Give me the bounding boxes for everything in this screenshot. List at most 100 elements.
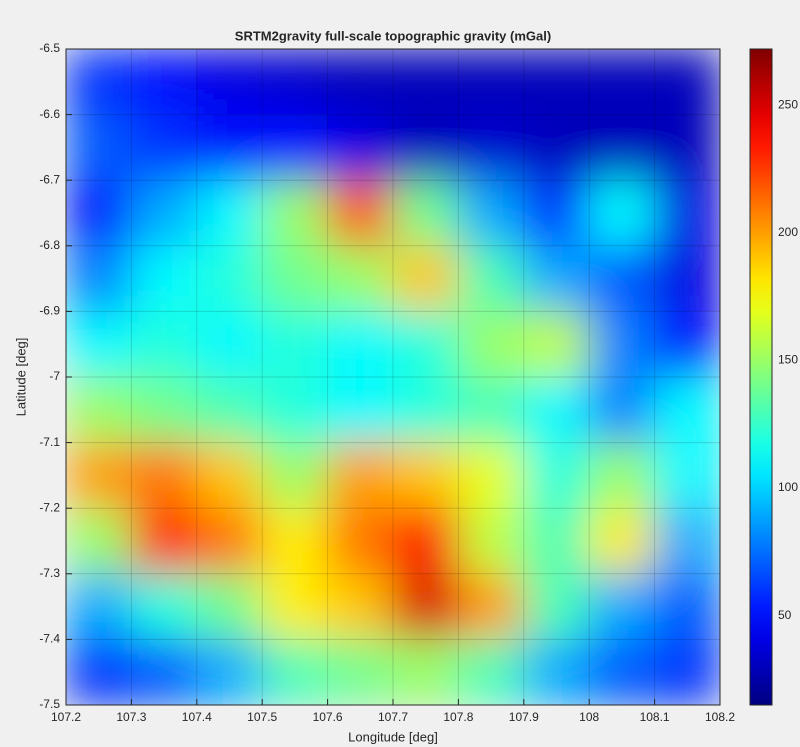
heatmap-cell [523, 180, 589, 247]
x-axis-label: Longitude [deg] [348, 729, 438, 744]
heatmap-cell [131, 245, 197, 312]
heatmap-cell [262, 639, 328, 706]
heatmap-cell [327, 573, 393, 640]
heatmap-cell [458, 245, 524, 312]
x-tick-label: 107.6 [313, 710, 343, 724]
heatmap-cell [327, 180, 393, 247]
heatmap-cell [523, 311, 589, 378]
heatmap-cell [393, 180, 459, 247]
heatmap-cell [458, 639, 524, 706]
heatmap-cell [131, 180, 197, 247]
heatmap-cell [458, 573, 524, 640]
chart: SRTM2gravity full-scale topographic grav… [0, 0, 800, 747]
heatmap-cell [393, 508, 459, 575]
colorbar [750, 49, 772, 705]
heatmap-cell [262, 573, 328, 640]
heatmap-cell [327, 442, 393, 509]
chart-title: SRTM2gravity full-scale topographic grav… [235, 28, 551, 43]
heatmap-cell [589, 245, 655, 312]
heatmap-cell [523, 508, 589, 575]
y-tick-label: -6.7 [39, 172, 60, 186]
heatmap-cell [589, 508, 655, 575]
y-tick-label: -7.4 [39, 632, 60, 646]
x-tick-label: 107.7 [378, 710, 408, 724]
heatmap-cell [327, 311, 393, 378]
heatmap-cell [523, 442, 589, 509]
heatmap-cell [654, 639, 720, 706]
heatmap-cell [262, 245, 328, 312]
heatmap-cell [66, 49, 132, 116]
heatmap-cell [262, 114, 328, 181]
heatmap-cell [589, 442, 655, 509]
heatmap-cell [66, 573, 132, 640]
heatmap-cell [66, 311, 132, 378]
heatmap-cell [131, 49, 197, 116]
heatmap-cell [654, 180, 720, 247]
x-tick-label: 107.4 [182, 710, 212, 724]
colorbar-tick-label: 200 [778, 225, 798, 239]
heatmap-cell [196, 639, 262, 706]
heatmap-cell [196, 49, 262, 116]
heatmap-cell [523, 573, 589, 640]
heatmap-cell [131, 508, 197, 575]
heatmap-cell [589, 573, 655, 640]
heatmap-cell [523, 245, 589, 312]
y-tick-label: -7 [49, 369, 60, 383]
y-tick-label: -7.5 [39, 697, 60, 711]
x-tick-label: 108 [579, 710, 599, 724]
heatmap-cell [196, 508, 262, 575]
heatmap-cell [589, 311, 655, 378]
y-tick-label: -7.2 [39, 500, 60, 514]
x-tick-label: 107.5 [247, 710, 277, 724]
heatmap-cell [196, 245, 262, 312]
heatmap-cell [327, 377, 393, 444]
heatmap-cell [393, 573, 459, 640]
heatmap-cell [262, 442, 328, 509]
heatmap-cell [131, 442, 197, 509]
heatmap-cell [262, 180, 328, 247]
heatmap-cell [327, 114, 393, 181]
heatmap-cell [654, 49, 720, 116]
heatmap-cell [589, 639, 655, 706]
heatmap-cell [262, 311, 328, 378]
heatmap-cell [589, 49, 655, 116]
heatmap-cell [66, 377, 132, 444]
heatmap-cell [458, 114, 524, 181]
colorbar-tick-label: 150 [778, 353, 798, 367]
heatmap-cell [262, 508, 328, 575]
heatmap-cell [66, 114, 132, 181]
heatmap-cell [458, 508, 524, 575]
heatmap-cell [458, 442, 524, 509]
heatmap-cell [523, 49, 589, 116]
heatmap-cell [654, 245, 720, 312]
heatmap-cell [131, 311, 197, 378]
heatmap-cell [327, 639, 393, 706]
y-tick-label: -6.5 [39, 41, 60, 55]
colorbar-tick-label: 50 [778, 608, 792, 622]
x-tick-label: 107.8 [443, 710, 473, 724]
colorbar-tick-label: 250 [778, 97, 798, 111]
y-tick-label: -6.8 [39, 238, 60, 252]
heatmap-cell [523, 377, 589, 444]
heatmap-cell [66, 180, 132, 247]
x-tick-label: 107.3 [116, 710, 146, 724]
heatmap-cell [66, 639, 132, 706]
heatmap-cell [458, 311, 524, 378]
colorbar-tick-label: 100 [778, 480, 798, 494]
heatmap-cell [523, 639, 589, 706]
heatmap-cell [66, 442, 132, 509]
heatmap-cell [393, 49, 459, 116]
heatmap-cell [654, 442, 720, 509]
heatmap-cell [196, 180, 262, 247]
heatmap-cell [327, 508, 393, 575]
heatmap-cell [393, 114, 459, 181]
heatmap-cell [131, 573, 197, 640]
heatmap-cell [196, 573, 262, 640]
heatmap-cell [589, 180, 655, 247]
heatmap-cell [393, 245, 459, 312]
heatmap-cell [458, 377, 524, 444]
heatmap-cell [196, 311, 262, 378]
heatmap-cell [262, 377, 328, 444]
heatmap-cell [327, 49, 393, 116]
x-tick-label: 108.2 [705, 710, 735, 724]
